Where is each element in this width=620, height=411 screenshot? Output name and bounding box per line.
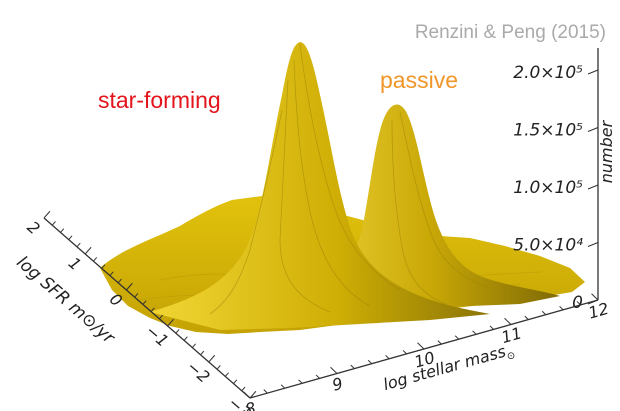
x-minor-tick (489, 325, 494, 330)
x-minor-tick (454, 335, 460, 340)
x-tick-mark (417, 342, 425, 350)
y-minor-tick (93, 257, 98, 262)
x-minor-tick (437, 340, 442, 345)
y-axis-line (43, 217, 251, 399)
x-minor-tick (559, 305, 564, 311)
x-minor-tick (402, 350, 407, 355)
y-minor-tick (117, 278, 122, 284)
x-tick-label: 8 (243, 398, 258, 411)
y-minor-tick (134, 293, 139, 298)
z-tick-mark (587, 127, 599, 132)
z-tick-label: 1.5×10⁵ (513, 121, 583, 141)
star-forming-label: star-forming (98, 87, 221, 113)
credit-text: Renzini & Peng (2015) (415, 22, 606, 43)
z-tick-label: 2.0×10⁵ (513, 63, 583, 83)
y-tick-mark (208, 354, 216, 363)
x-minor-tick (367, 359, 373, 365)
y-minor-tick (183, 336, 188, 341)
x-minor-ticks (263, 301, 581, 394)
z-tick-mark (587, 184, 599, 190)
y-minor-tick (150, 307, 155, 312)
x-minor-tick (472, 330, 477, 335)
x-tick-mark (243, 391, 251, 399)
y-minor-tick (233, 379, 238, 384)
y-tick-label: 1 (65, 253, 85, 274)
x-minor-tick (298, 379, 303, 384)
y-minor-tick (216, 365, 221, 370)
x-minor-tick (524, 315, 529, 320)
x-minor-tick (541, 310, 547, 316)
y-minor-tick (101, 264, 106, 269)
y-minor-tick (241, 386, 246, 392)
y-minor-tick (224, 372, 229, 377)
y-minor-tick (76, 242, 81, 248)
x-tick-mark (330, 366, 338, 374)
x-tick-label: 11 (499, 323, 524, 347)
y-minor-tick (60, 228, 65, 233)
y-minor-tick (142, 300, 147, 305)
y-minor-tick (175, 329, 180, 334)
z-tick-label: 5.0×10⁴ (513, 236, 583, 256)
x-minor-tick (263, 389, 268, 394)
y-minor-ticks (51, 221, 246, 392)
y-tick-mark (126, 282, 133, 291)
x-minor-tick (576, 301, 581, 306)
x-tick-mark (504, 317, 512, 325)
x-tick-mark (591, 293, 599, 301)
z-tick-mark (587, 242, 599, 247)
x-axis-title: log stellar mass⊙ (381, 339, 517, 397)
z-tick-label: 0 (572, 293, 583, 313)
x-minor-tick (280, 384, 286, 389)
x-tick-label: 9 (330, 374, 345, 395)
y-minor-tick (191, 343, 196, 348)
y-tick-mark (167, 318, 174, 327)
peak-ridges (209, 43, 491, 315)
y-tick-label: 2 (24, 217, 44, 238)
star-forming-peak (150, 42, 490, 330)
y-tick-mark (43, 210, 51, 219)
y-minor-tick (51, 221, 56, 226)
y-tick-mark (84, 246, 92, 255)
x-minor-tick (385, 354, 390, 360)
x-minor-tick (350, 364, 355, 369)
y-minor-tick (68, 235, 73, 240)
z-tick-label: 1.0×10⁵ (513, 178, 583, 198)
x-minor-tick (315, 374, 320, 379)
y-tick-mark (249, 390, 257, 399)
y-minor-tick (200, 350, 205, 356)
passive-label: passive (380, 67, 458, 93)
z-axis-ticks: 0 5.0×10⁴ 1.0×10⁵ 1.5×10⁵ 2.0×10⁵ (513, 63, 599, 313)
y-minor-tick (109, 271, 114, 276)
x-tick-label: 12 (586, 299, 611, 323)
z-axis-title: number (597, 119, 616, 183)
z-tick-mark (587, 69, 599, 75)
y-minor-tick (158, 314, 164, 320)
z-tick-mark (587, 299, 599, 305)
x-tick-label: 10 (412, 348, 437, 372)
